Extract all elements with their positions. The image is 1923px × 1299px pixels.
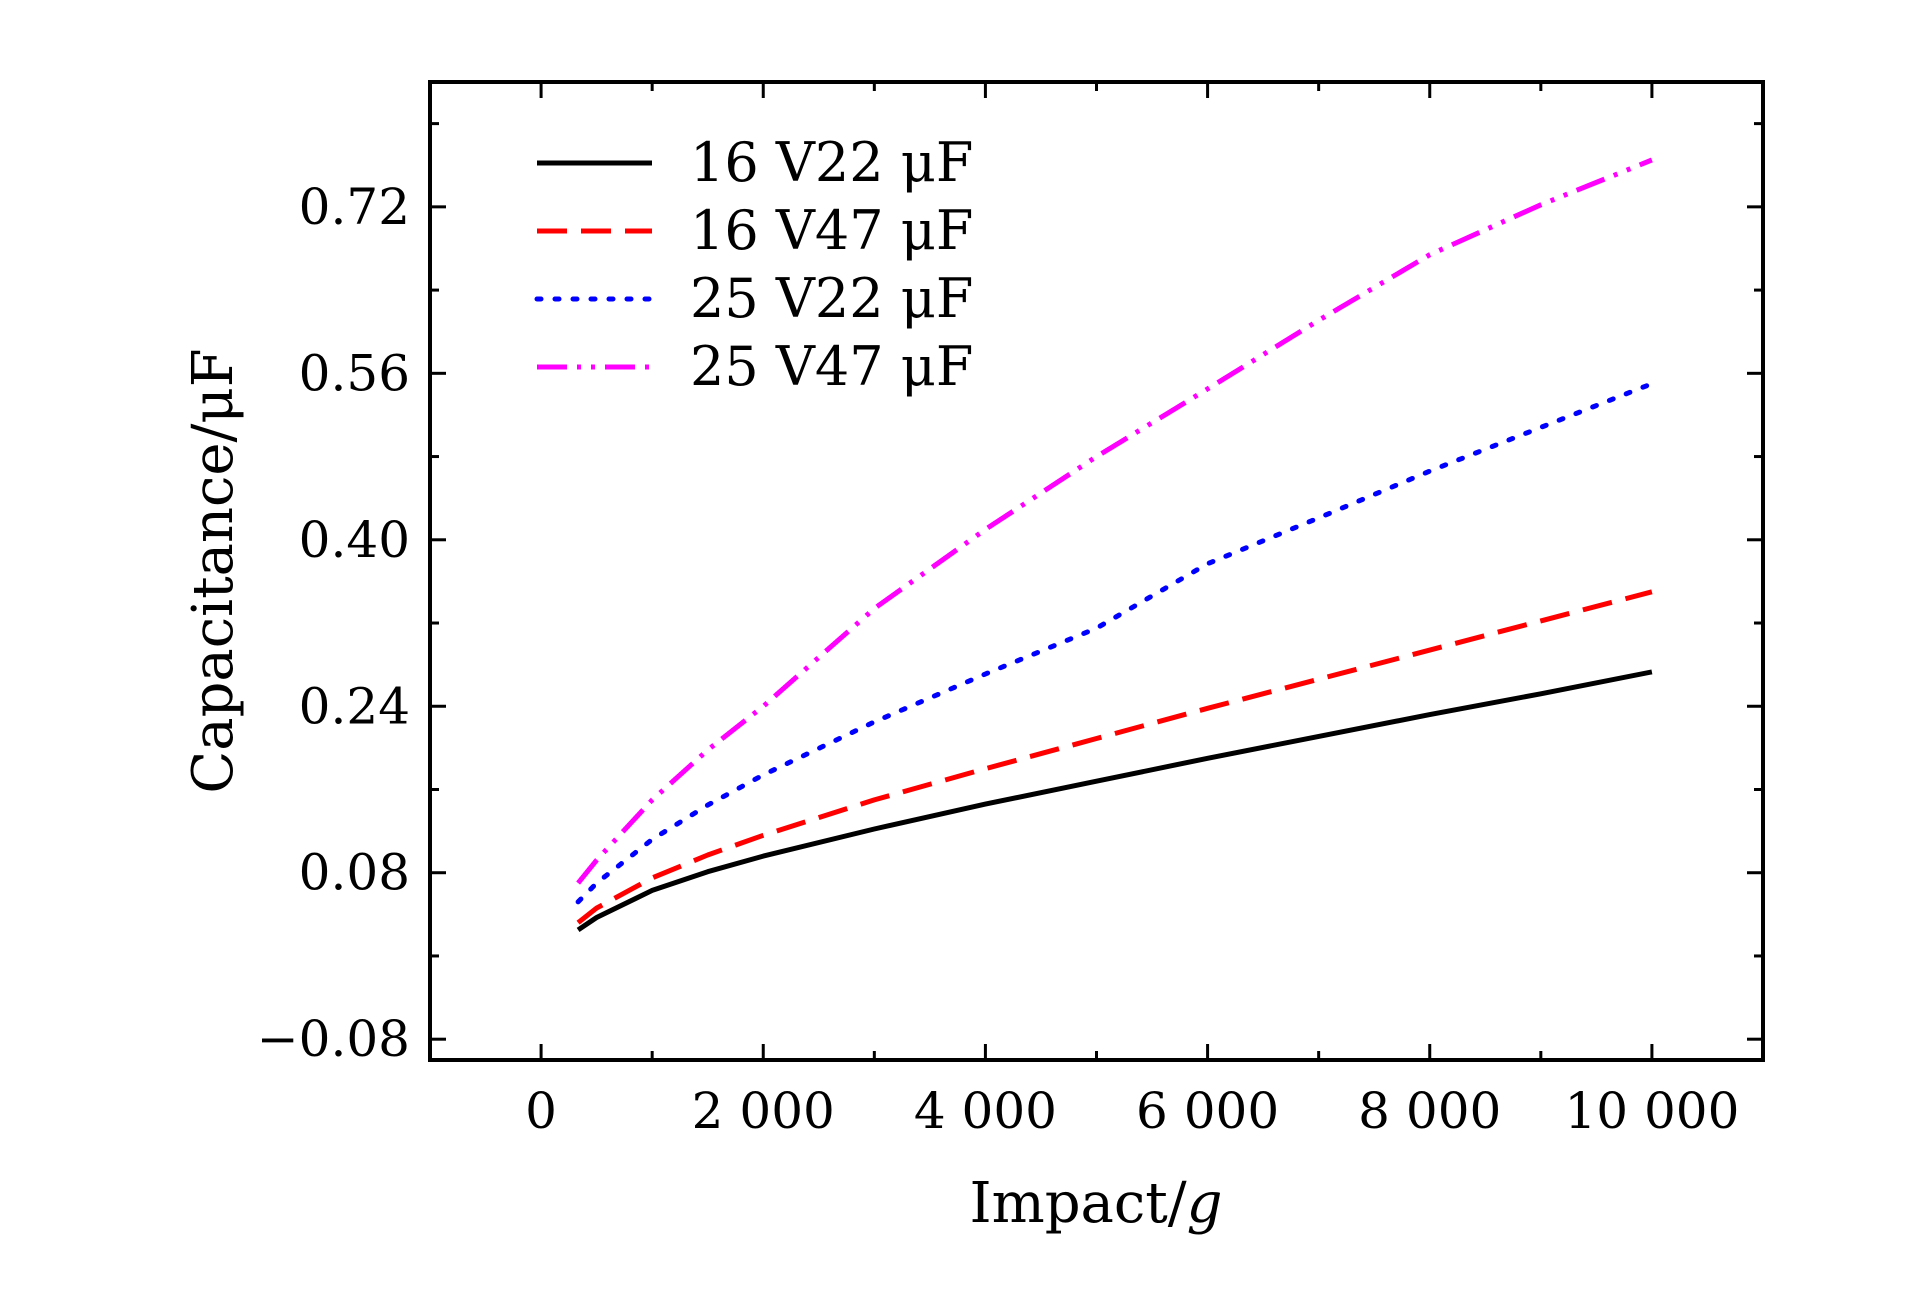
series-line <box>575 381 1655 905</box>
y-tick-label: 0.40 <box>299 511 410 569</box>
x-tick-label: 4 000 <box>914 1082 1057 1140</box>
y-tick-label: 0.24 <box>299 677 410 735</box>
x-tick-label: 0 <box>525 1082 557 1140</box>
legend-label: 16 V47 μF <box>690 199 973 262</box>
legend-label: 25 V47 μF <box>690 335 973 398</box>
x-tick-label: 2 000 <box>692 1082 835 1140</box>
x-axis-title-text: Impact/ <box>969 1171 1186 1236</box>
x-axis-title: Impact/g <box>969 1171 1222 1236</box>
x-axis-title-unit: g <box>1187 1171 1223 1236</box>
x-tick-label: 6 000 <box>1136 1082 1279 1140</box>
ticks-layer: 0 2 000 4 000 6 000 8 000 10 000 −0.08 0.08 0.24… <box>257 82 1763 1140</box>
legend-label: 25 V22 μF <box>690 267 973 330</box>
y-tick-label: −0.08 <box>257 1010 410 1068</box>
series-layer <box>575 157 1655 932</box>
series-line <box>576 157 1653 885</box>
series-line <box>576 589 1653 925</box>
x-tick-label: 8 000 <box>1358 1082 1501 1140</box>
plot-frame <box>428 80 1765 1062</box>
y-tick-label: 0.56 <box>299 344 410 402</box>
legend-label: 16 V22 μF <box>690 131 973 194</box>
y-axis-title: Capacitance/μF <box>181 348 246 793</box>
x-tick-label: 10 000 <box>1564 1082 1739 1140</box>
y-tick-label: 0.08 <box>299 844 410 902</box>
y-tick-label: 0.72 <box>299 178 410 236</box>
series-line <box>576 669 1653 932</box>
